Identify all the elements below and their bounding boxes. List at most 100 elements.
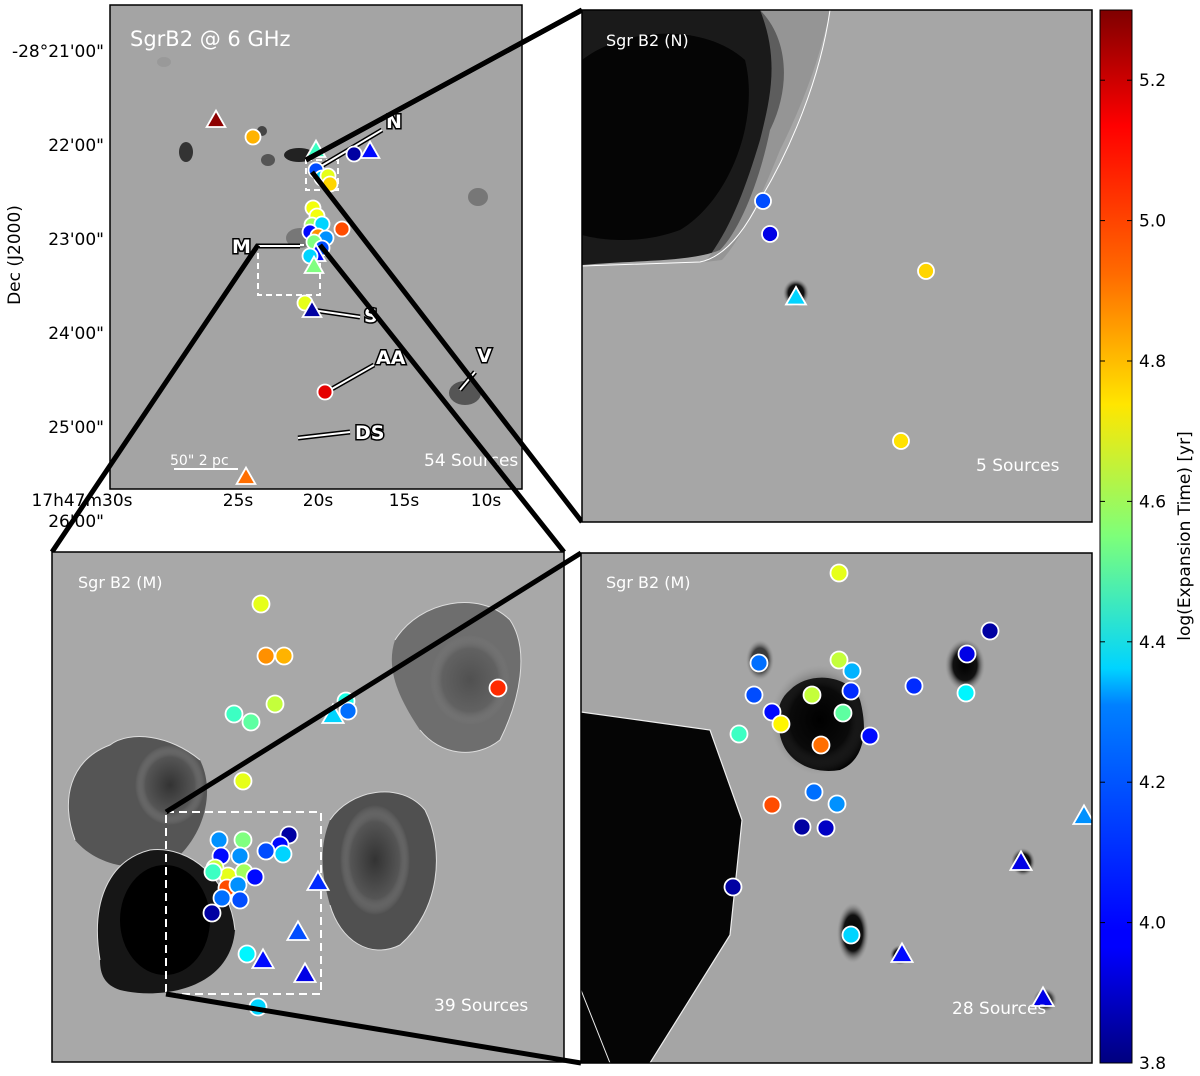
panel-n-sources — [754, 192, 935, 450]
ra-tick: 10s — [471, 491, 502, 511]
colorbar-gradient — [1099, 9, 1133, 1064]
source-circle-marker — [892, 432, 910, 450]
source-circle-marker — [224, 704, 244, 724]
source-circle-marker — [338, 701, 358, 721]
source-circle-marker — [860, 726, 880, 746]
source-circle-marker — [754, 192, 772, 210]
source-triangle-marker — [292, 961, 318, 983]
colorbar-label: log(Expansion Time) [yr] — [1175, 431, 1195, 640]
source-triangle-marker — [889, 941, 915, 963]
source-triangle-marker — [205, 108, 227, 128]
panel-m-emission — [68, 594, 522, 1017]
source-circle-marker — [488, 678, 508, 698]
zoom-connectors-m — [164, 550, 583, 1066]
colorbar-tick-label: 4.0 — [1139, 914, 1166, 934]
colorbar-tick-label: 4.4 — [1139, 633, 1166, 653]
source-circle-marker — [749, 653, 769, 673]
panel-n-source-count: 5 Sources — [976, 456, 1060, 476]
source-circle-marker — [804, 782, 824, 802]
panel-m-zoom-sources — [723, 563, 1092, 1007]
main-panel-title: SgrB2 @ 6 GHz — [130, 27, 291, 51]
source-triangle-marker — [784, 285, 808, 306]
source-triangle-marker — [1071, 803, 1092, 825]
source-circle-marker — [816, 818, 836, 838]
dec-axis-label: Dec (J2000) — [5, 205, 25, 305]
source-circle-marker — [233, 830, 253, 850]
panel-m-title: Sgr B2 (M) — [78, 573, 163, 592]
source-circle-marker — [237, 944, 257, 964]
panel-sgrb2-m: Sgr B2 (M) 39 Sources — [51, 551, 565, 1063]
source-circle-marker — [316, 383, 334, 401]
source-circle-marker — [345, 145, 363, 163]
source-circle-marker — [762, 795, 782, 815]
ra-tick: 17h47m30s — [31, 491, 132, 511]
source-triangle-marker — [303, 254, 325, 274]
ra-tick: 25s — [223, 491, 254, 511]
panel-m-zoom-source-count: 28 Sources — [952, 999, 1046, 1019]
source-circle-marker — [827, 794, 847, 814]
source-circle-marker — [829, 563, 849, 583]
dec-tick: 23'00" — [48, 230, 104, 250]
source-circle-marker — [811, 735, 831, 755]
main-panel-frame — [109, 4, 523, 490]
dec-tick: 25'00" — [48, 418, 104, 438]
source-circle-marker — [245, 867, 265, 887]
panel-n-frame — [581, 9, 1093, 523]
source-circle-marker — [203, 862, 223, 882]
source-circle-marker — [241, 712, 261, 732]
source-circle-marker — [771, 714, 791, 734]
ra-tick: 15s — [389, 491, 420, 511]
dec-tick: 26'00" — [48, 512, 104, 532]
panel-m-frame — [51, 551, 565, 1063]
colorbar-tick-label: 4.6 — [1139, 492, 1166, 512]
source-circle-marker — [957, 644, 977, 664]
source-circle-marker — [829, 650, 849, 670]
ra-tick: 20s — [303, 491, 334, 511]
main-panel-emission — [157, 57, 488, 485]
region-label-aa: AA — [376, 347, 406, 369]
panel-m-sources — [202, 594, 508, 1017]
source-circle-marker — [251, 594, 271, 614]
source-circle-marker — [265, 694, 285, 714]
main-panel-sources — [205, 108, 381, 485]
source-circle-marker — [723, 877, 743, 897]
main-panel: SgrB2 @ 6 GHz 54 Sources 50" 2 pc (0.62"… — [5, 4, 523, 532]
region-label-ds: DS — [355, 422, 384, 444]
main-panel-source-count: 54 Sources — [424, 451, 518, 471]
dec-tick: 24'00" — [48, 324, 104, 344]
source-circle-marker — [333, 220, 351, 238]
colorbar-tick-label: 5.2 — [1139, 71, 1166, 91]
source-circle-marker — [841, 925, 861, 945]
colorbar-ticks: 3.8 4.0 4.2 4.4 4.6 4.8 5.0 5.2 — [1100, 71, 1166, 1074]
ra-axis: 17h47m30s 25s 20s 15s 10s — [31, 491, 501, 511]
source-triangle-marker — [359, 139, 381, 159]
source-triangle-marker — [1008, 849, 1034, 871]
panel-sgrb2-m-zoom: Sgr B2 (M) 28 Sources — [580, 552, 1093, 1064]
panel-n-emission — [582, 10, 935, 450]
panel-m-source-count: 39 Sources — [434, 996, 528, 1016]
dec-axis: -28°21'00" 22'00" 23'00" 24'00" 25'00" 2… — [5, 42, 104, 532]
colorbar-tick-label: 4.2 — [1139, 773, 1166, 793]
colorbar-tick-label: 5.0 — [1139, 212, 1166, 232]
region-label-m: M — [232, 236, 251, 258]
source-circle-marker — [212, 888, 232, 908]
source-circle-marker — [980, 621, 1000, 641]
source-circle-marker — [256, 646, 276, 666]
source-circle-marker — [802, 685, 822, 705]
colorbar-tick-label: 4.8 — [1139, 352, 1166, 372]
source-triangle-marker — [305, 869, 331, 891]
source-circle-marker — [904, 676, 924, 696]
source-circle-marker — [230, 846, 250, 866]
source-circle-marker — [244, 128, 262, 146]
beam-label: (0.62", 0.28", 7.3°) — [122, 490, 274, 509]
source-circle-marker — [761, 225, 779, 243]
dec-tick: -28°21'00" — [12, 42, 104, 62]
source-circle-marker — [792, 817, 812, 837]
source-circle-marker — [833, 703, 853, 723]
source-circle-marker — [273, 844, 293, 864]
source-triangle-marker — [1030, 985, 1056, 1007]
panel-m-zoom-frame — [580, 552, 1093, 1064]
source-triangle-marker — [285, 919, 311, 941]
source-circle-marker — [744, 685, 764, 705]
